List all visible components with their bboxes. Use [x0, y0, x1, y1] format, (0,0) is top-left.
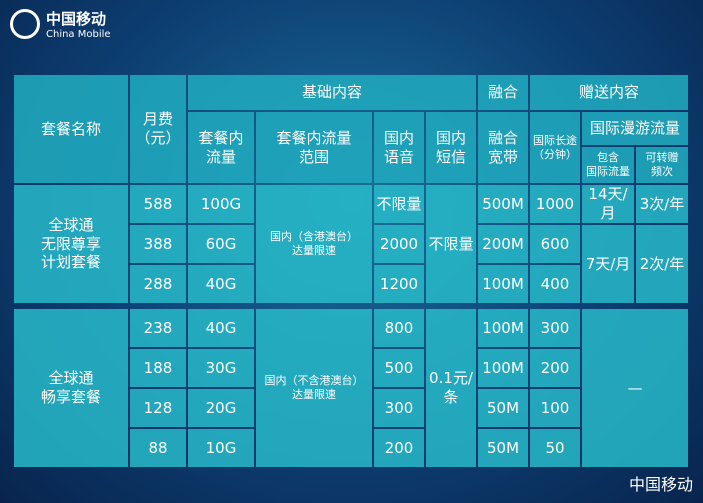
data: 60G [188, 225, 254, 263]
header-cell: 国内 语音 [374, 112, 424, 183]
broadband: 500M [478, 185, 528, 223]
logo-name-cn: 中国移动 [46, 10, 107, 28]
broadband: 100M [478, 265, 528, 303]
roaming: — [582, 309, 688, 467]
broadband: 50M [478, 429, 528, 467]
header-cell: 套餐内 流量 [188, 112, 254, 183]
voice: 1200 [374, 265, 424, 303]
sms: 0.1元/ 条 [426, 309, 476, 467]
intl-call: 600 [530, 225, 580, 263]
voice: 500 [374, 349, 424, 387]
fee: 188 [130, 349, 186, 387]
broadband: 100M [478, 309, 528, 347]
header-cell: 月费 （元） [130, 75, 186, 183]
fee: 88 [130, 429, 186, 467]
watermark: 中国移动 [628, 475, 693, 494]
broadband: 200M [478, 225, 528, 263]
voice: 200 [374, 429, 424, 467]
broadband: 50M [478, 389, 528, 427]
fee: 588 [130, 185, 186, 223]
header-cell: 套餐内流量 范围 [256, 112, 372, 183]
header-cell: 融合 宽带 [478, 112, 528, 183]
plan-table: 套餐名称 月费 （元） 基础内容 套餐内 流量 套餐内流量 范围 国内 语音 国内 短信 融合… [14, 75, 688, 467]
intl-call: 200 [530, 349, 580, 387]
logo-text: 中国移动 China Mobile [46, 8, 111, 40]
header-cell: 包含 国际流量 [582, 147, 634, 183]
roaming-included: 7天/月 [582, 225, 634, 303]
data-scope: 国内（含港澳台） 达量限速 [256, 185, 372, 303]
voice: 2000 [374, 225, 424, 263]
sms: 不限量 [426, 185, 476, 303]
plan-name: 全球通 无限尊享 计划套餐 [14, 185, 128, 303]
voice: 300 [374, 389, 424, 427]
header-cell: 可转赠 频次 [636, 147, 688, 183]
roaming-transfer: 3次/年 [636, 185, 688, 223]
header-cell: 国际长途 （分钟） [530, 112, 580, 183]
voice: 不限量 [374, 185, 424, 223]
fee: 288 [130, 265, 186, 303]
fee: 388 [130, 225, 186, 263]
header-cell: 套餐名称 [14, 75, 128, 183]
data: 20G [188, 389, 254, 427]
logo: 中国移动 China Mobile [10, 8, 111, 40]
fee: 238 [130, 309, 186, 347]
voice: 800 [374, 309, 424, 347]
roaming-transfer: 2次/年 [636, 225, 688, 303]
data: 40G [188, 265, 254, 303]
fee: 128 [130, 389, 186, 427]
header-cell: 国内 短信 [426, 112, 476, 183]
header-cell: 基础内容 [188, 75, 476, 110]
broadband: 100M [478, 349, 528, 387]
intl-call: 300 [530, 309, 580, 347]
header-cell: 赠送内容 [530, 75, 688, 110]
roaming-included: 14天/月 [582, 185, 634, 223]
plan-name: 全球通 畅享套餐 [14, 309, 128, 467]
data: 100G [188, 185, 254, 223]
data-scope: 国内（不含港澳台） 达量限速 [256, 309, 372, 467]
intl-call: 50 [530, 429, 580, 467]
header-cell: 国际漫游流量 [582, 112, 688, 145]
data: 30G [188, 349, 254, 387]
data: 40G [188, 309, 254, 347]
intl-call: 400 [530, 265, 580, 303]
data: 10G [188, 429, 254, 467]
intl-call: 100 [530, 389, 580, 427]
header-cell: 融合 [478, 75, 528, 110]
intl-call: 1000 [530, 185, 580, 223]
logo-name-en: China Mobile [46, 29, 111, 40]
logo-mark [10, 9, 40, 39]
